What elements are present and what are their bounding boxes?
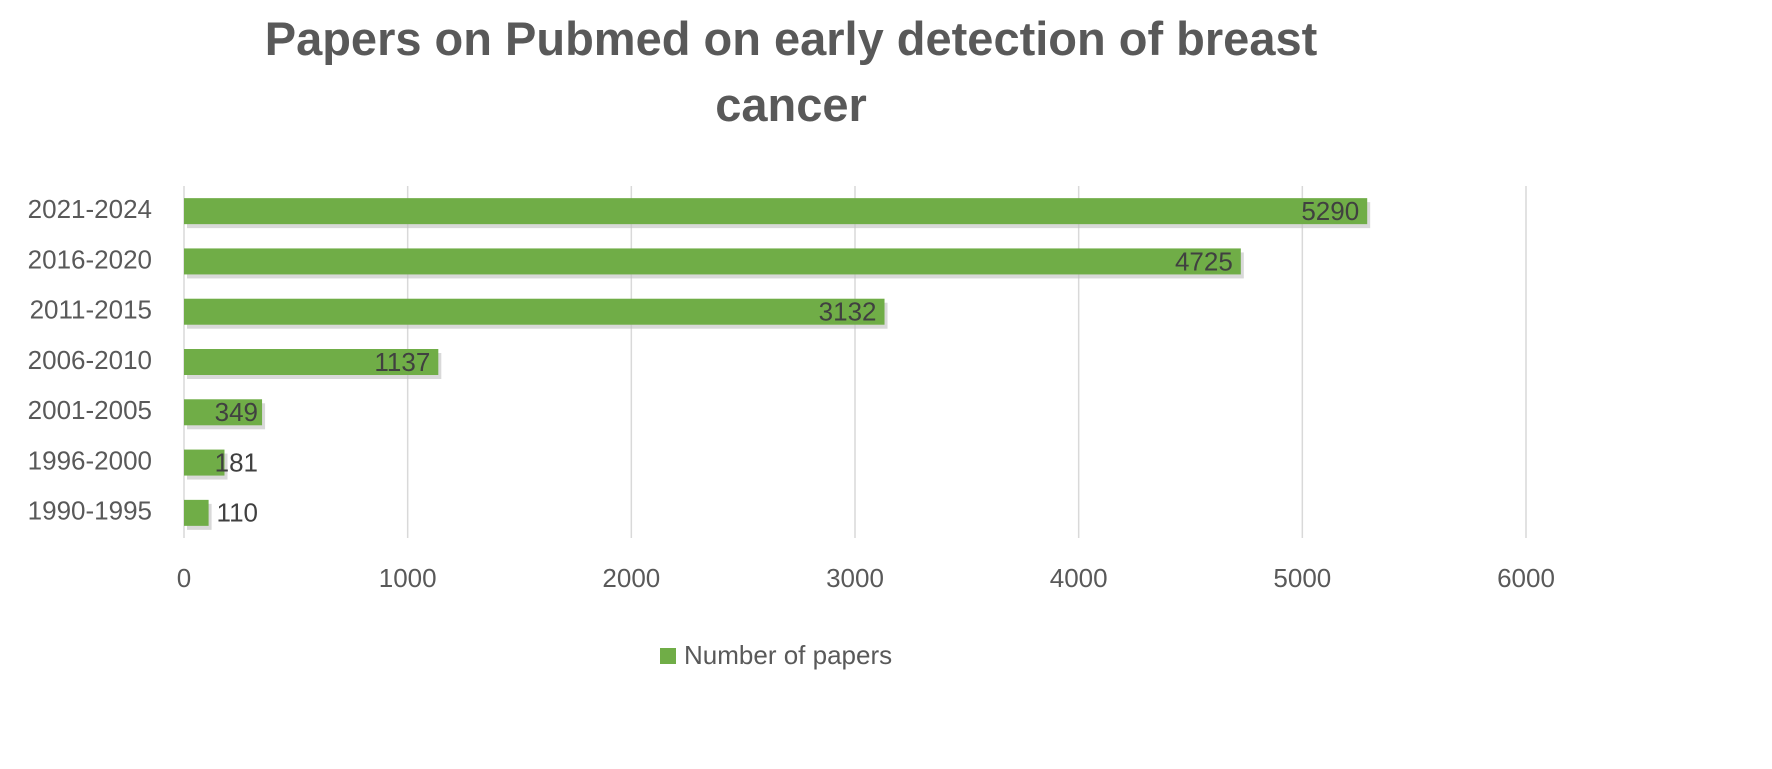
x-tick-label: 6000 xyxy=(1497,563,1555,593)
data-label: 5290 xyxy=(1301,196,1359,226)
y-tick-label: 1996-2000 xyxy=(28,445,152,475)
data-label: 110 xyxy=(217,498,258,528)
x-tick-label: 1000 xyxy=(379,563,437,593)
chart-title: Papers on Pubmed on early detection of b… xyxy=(264,12,1318,131)
x-tick-label: 2000 xyxy=(602,563,660,593)
bar xyxy=(184,298,885,325)
y-tick-label: 2001-2005 xyxy=(28,395,152,425)
data-label: 1137 xyxy=(374,347,430,377)
data-label: 181 xyxy=(215,447,258,477)
x-tick-label: 5000 xyxy=(1273,563,1331,593)
x-tick-label: 0 xyxy=(177,563,191,593)
legend-swatch xyxy=(660,648,676,664)
bar xyxy=(184,499,209,526)
y-tick-label: 2021-2024 xyxy=(28,194,152,224)
bar xyxy=(184,248,1241,275)
bar xyxy=(184,399,263,426)
bar xyxy=(184,349,439,375)
bar xyxy=(184,198,1368,225)
legend-label: Number of papers xyxy=(684,640,892,670)
data-label: 349 xyxy=(215,397,258,427)
data-label: 4725 xyxy=(1175,246,1233,276)
x-tick-label: 3000 xyxy=(826,563,884,593)
data-label: 3132 xyxy=(819,297,877,327)
y-tick-label: 1990-1995 xyxy=(28,496,152,526)
x-tick-label: 4000 xyxy=(1050,563,1108,593)
bar xyxy=(184,449,225,476)
y-tick-label: 2016-2020 xyxy=(28,244,152,274)
y-tick-label: 2011-2015 xyxy=(30,295,152,325)
y-tick-label: 2006-2010 xyxy=(28,345,152,375)
